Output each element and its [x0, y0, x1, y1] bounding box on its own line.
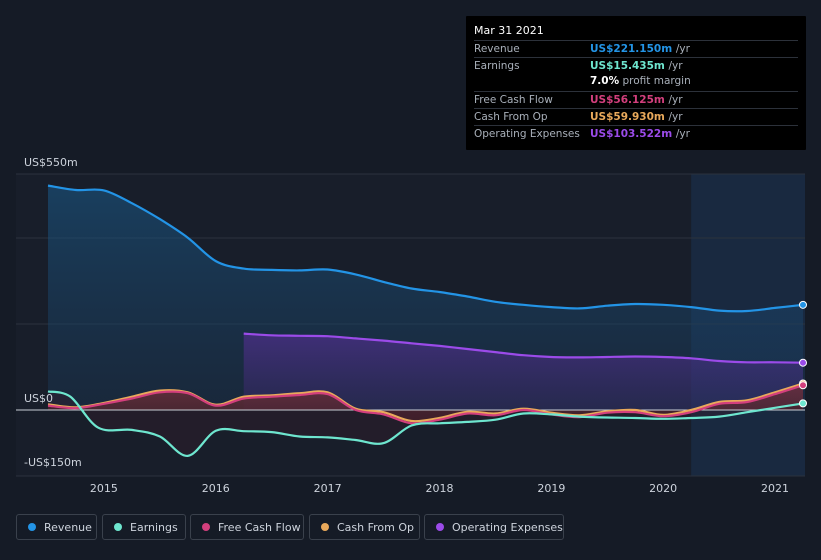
legend-item-cfo[interactable]: Cash From Op — [309, 514, 420, 540]
legend-dot — [436, 523, 444, 531]
tooltip-label: Free Cash Flow — [474, 94, 553, 106]
x-tick-label: 2020 — [649, 482, 677, 495]
legend-label: Earnings — [130, 521, 178, 534]
x-tick-label: 2018 — [425, 482, 453, 495]
tooltip-value: US$56.125m /yr — [590, 94, 683, 106]
legend-label: Revenue — [44, 521, 92, 534]
area-revenue — [48, 185, 803, 410]
end-marker-revenue — [799, 300, 807, 309]
legend-item-revenue[interactable]: Revenue — [16, 514, 97, 540]
y-tick-label: -US$150m — [24, 456, 82, 469]
area-fcf — [48, 385, 803, 424]
end-markers — [799, 300, 807, 408]
x-tick-label: 2017 — [314, 482, 342, 495]
legend-dot — [114, 523, 122, 531]
axis-labels: US$550m US$0 -US$150m 2015 2016 2017 2018 2019 2… — [24, 156, 789, 495]
end-marker-opex — [799, 358, 807, 367]
y-tick-label: US$0 — [24, 392, 53, 405]
legend-dot — [28, 523, 36, 531]
tooltip-row-revenue: Revenue US$221.150m /yr — [474, 40, 798, 58]
tooltip-label: Revenue — [474, 43, 520, 55]
tooltip-profit-margin: 7.0% profit margin — [590, 75, 691, 87]
tooltip-row-opex: Operating Expenses US$103.522m /yr — [474, 125, 798, 143]
series-fills — [48, 185, 803, 456]
legend-label: Free Cash Flow — [218, 521, 301, 534]
x-tick-label: 2021 — [761, 482, 789, 495]
legend-item-earnings[interactable]: Earnings — [102, 514, 186, 540]
x-tick-label: 2019 — [537, 482, 565, 495]
area-earnings — [48, 391, 803, 456]
tooltip-label: Cash From Op — [474, 111, 548, 123]
series-lines — [47, 184, 804, 457]
line-revenue — [47, 184, 804, 313]
tooltip-date: Mar 31 2021 — [474, 24, 544, 37]
legend-dot — [202, 523, 210, 531]
x-tick-label: 2015 — [90, 482, 118, 495]
tooltip-label: Earnings — [474, 60, 520, 72]
end-marker-fcf — [799, 381, 807, 390]
tooltip-row-earnings: Earnings US$15.435m /yr — [474, 57, 798, 75]
tooltip-value: US$221.150m /yr — [590, 43, 690, 55]
tooltip-value: US$103.522m /yr — [590, 128, 690, 140]
legend-item-opex[interactable]: Operating Expenses — [424, 514, 564, 540]
tooltip-row-cfo: Cash From Op US$59.930m /yr — [474, 108, 798, 126]
legend-label: Operating Expenses — [452, 521, 563, 534]
line-earnings — [47, 390, 804, 457]
tooltip-row-fcf: Free Cash Flow US$56.125m /yr — [474, 91, 798, 109]
legend-label: Cash From Op — [337, 521, 415, 534]
tooltip-label: Operating Expenses — [474, 128, 580, 140]
tooltip: Mar 31 2021 Revenue US$221.150m /yr Earn… — [466, 16, 806, 150]
end-marker-earnings — [799, 399, 807, 408]
line-opex — [243, 332, 804, 364]
area-opex — [243, 333, 803, 410]
x-tick-label: 2016 — [202, 482, 230, 495]
y-tick-label: US$550m — [24, 156, 78, 169]
tooltip-value: US$59.930m /yr — [590, 111, 683, 123]
legend-item-fcf[interactable]: Free Cash Flow — [190, 514, 304, 540]
tooltip-value: US$15.435m /yr — [590, 60, 683, 72]
legend-dot — [321, 523, 329, 531]
line-cfo — [47, 382, 804, 423]
